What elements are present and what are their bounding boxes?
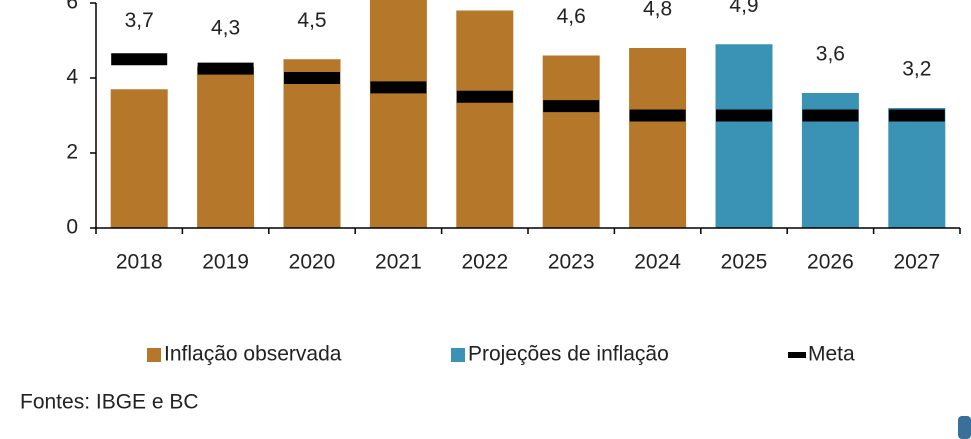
legend-label: Projeções de inflação <box>468 343 669 366</box>
bar <box>283 59 341 228</box>
bar <box>110 89 168 228</box>
bar <box>629 48 687 228</box>
x-tick-label: 2025 <box>721 251 768 274</box>
legend-swatch <box>147 348 161 362</box>
bar <box>197 66 255 228</box>
value-label: 4,8 <box>643 0 672 21</box>
value-label: 4,3 <box>211 16 240 39</box>
target-marker <box>543 100 600 113</box>
y-tick-label: 0 <box>66 216 78 239</box>
corner-widget <box>958 416 971 439</box>
bar <box>456 10 514 228</box>
value-label: 3,2 <box>902 58 931 81</box>
x-tick-label: 2027 <box>893 251 940 274</box>
y-tick-label: 2 <box>66 141 78 164</box>
x-tick-label: 2021 <box>375 251 422 274</box>
value-label: 4,9 <box>729 0 758 17</box>
x-tick-label: 2024 <box>634 251 681 274</box>
value-label: 3,6 <box>816 43 845 66</box>
legend-label: Inflação observada <box>164 343 342 366</box>
x-tick-label: 2022 <box>461 251 508 274</box>
legend-swatch <box>451 348 465 362</box>
bar <box>542 55 600 228</box>
bar <box>369 0 427 228</box>
target-marker <box>716 109 772 122</box>
x-tick-label: 2020 <box>289 251 336 274</box>
source-note: Fontes: IBGE e BC <box>20 391 199 414</box>
legend-swatch <box>788 352 806 358</box>
bar <box>715 44 773 228</box>
target-marker <box>888 109 945 122</box>
value-label: 4,6 <box>557 5 586 28</box>
target-marker <box>370 81 427 94</box>
bar <box>888 108 946 228</box>
target-marker <box>802 109 859 122</box>
x-tick-label: 2018 <box>116 251 163 274</box>
target-marker <box>197 62 254 75</box>
value-label: 4,5 <box>297 9 326 32</box>
target-marker <box>111 53 168 66</box>
target-marker <box>456 90 513 103</box>
y-tick-label: 6 <box>66 0 78 14</box>
value-label: 3,7 <box>125 9 154 32</box>
target-marker <box>284 72 340 84</box>
x-tick-label: 2019 <box>202 251 249 274</box>
target-marker <box>629 109 686 122</box>
y-tick-label: 4 <box>66 66 78 89</box>
x-tick-label: 2026 <box>807 251 854 274</box>
x-tick-label: 2023 <box>548 251 595 274</box>
legend-label: Meta <box>808 343 855 366</box>
